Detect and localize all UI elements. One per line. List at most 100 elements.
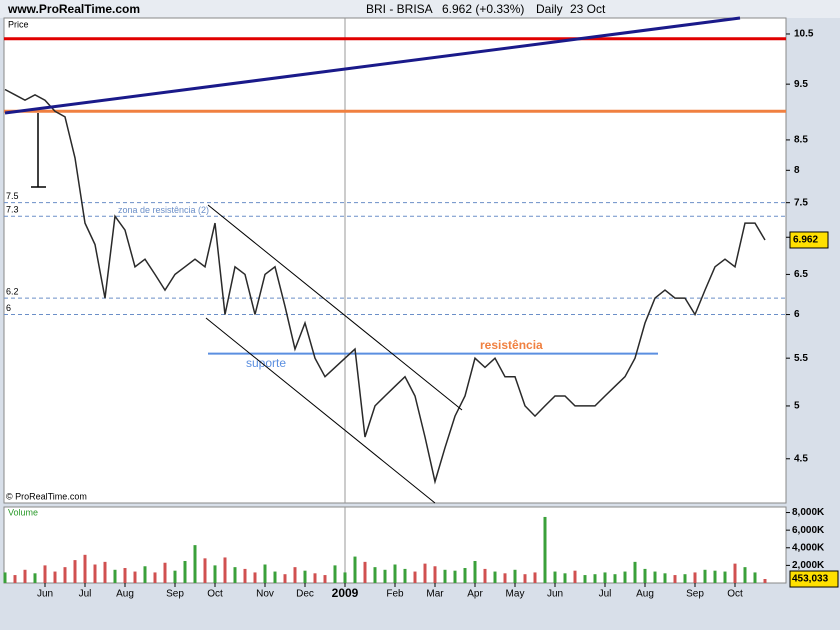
volume-bar [253,572,257,583]
plot-layer: 4.555.566.577.588.59.510.52,000K4,000K6,… [3,18,839,600]
volume-bar [353,556,357,583]
volume-bar [183,560,187,583]
x-tick-label: Sep [166,589,184,600]
volume-bar [523,574,527,583]
volume-bar [133,571,137,583]
y-tick-label: 6 [794,309,800,320]
volume-bar [303,570,307,583]
x-tick-label: Jul [79,589,92,600]
x-tick-label: Apr [467,589,483,600]
price-tag [789,231,829,249]
volume-bar [113,569,117,583]
volume-bar [313,573,317,583]
volume-bar [643,568,647,583]
volume-bar [273,571,277,583]
volume-bar [393,564,397,583]
volume-bar [223,557,227,583]
volume-bar [83,554,87,583]
volume-bar [243,568,247,583]
volume-bar [533,572,537,583]
volume-bar [13,575,17,583]
volume-bar [613,574,617,583]
y-tick-label: 5 [794,401,800,412]
volume-bar [483,568,487,583]
x-tick-label: Feb [386,589,404,600]
symbol: BRI - BRISA [366,2,433,16]
volume-bar [163,562,167,583]
volume-bar [363,561,367,583]
channel-upper [207,204,463,411]
volume-bar [23,569,27,583]
volume-bar [213,565,217,583]
volume-bar [153,572,157,583]
volume-bar [123,568,127,583]
volume-bar [713,570,717,583]
volume-bar [73,560,77,583]
volume-bar [543,516,547,583]
x-tick-label: Dec [296,589,314,600]
volume-bar [503,573,507,583]
volume-bar [3,572,7,583]
volume-bar [383,569,387,583]
volume-bar [763,579,767,583]
y-tick-label: 5.5 [794,353,808,364]
level-label: 6 [6,303,11,313]
y2-tick-label: 2,000K [792,560,825,571]
volume-bar [43,565,47,583]
volume-bar [93,564,97,583]
y-tick-label: 7.5 [794,197,808,208]
price-panel [3,17,787,504]
volume-bar [463,568,467,583]
volume-bar [723,571,727,583]
x-tick-label: Oct [727,589,743,600]
volume-bar [583,575,587,583]
channel-lower [205,317,436,504]
volume-tag-label: 453,033 [792,574,829,585]
volume-bar [453,570,457,583]
x-tick-label: Jul [599,589,612,600]
x-tick-label: Aug [636,589,654,600]
volume-bar [433,566,437,583]
trend-line [4,16,741,115]
volume-bar [623,571,627,583]
volume-bar [33,573,37,583]
y-tick-label: 6.5 [794,269,808,280]
volume-label: Volume [8,507,38,517]
volume-bar [733,563,737,583]
y-tick-label: 9.5 [794,79,808,90]
volume-bar [493,571,497,583]
volume-bar [333,565,337,583]
volume-bar [343,572,347,583]
volume-bar [693,572,697,583]
volume-bar [683,574,687,583]
volume-bar [173,570,177,583]
x-tick-label: Mar [426,589,444,600]
volume-bar [673,575,677,583]
level-label: 6.2 [6,286,19,296]
volume-bar [573,570,577,583]
x-tick-label: 2009 [332,586,359,600]
header-bar [0,0,840,18]
x-tick-label: Nov [256,589,274,600]
volume-bar [653,571,657,583]
volume-bar [203,558,207,583]
volume-bar [403,568,407,583]
copyright: © ProRealTime.com [6,491,87,501]
y2-tick-label: 4,000K [792,542,825,553]
price-line [4,88,766,485]
x-tick-label: Aug [116,589,134,600]
level-label: 7.3 [6,205,19,215]
volume-bar [633,561,637,583]
price-tag-label: 6.962 [793,235,818,246]
y2-tick-label: 8,000K [792,507,825,518]
volume-bar [473,560,477,583]
x-tick-label: Sep [686,589,704,600]
volume-bar [293,567,297,583]
y-tick-label: 8.5 [794,135,808,146]
volume-bar [63,567,67,583]
support-label: suporte [246,356,286,370]
volume-bar [53,571,57,583]
volume-bar [423,563,427,583]
zone-label: zona de resistência (2) [118,205,209,215]
